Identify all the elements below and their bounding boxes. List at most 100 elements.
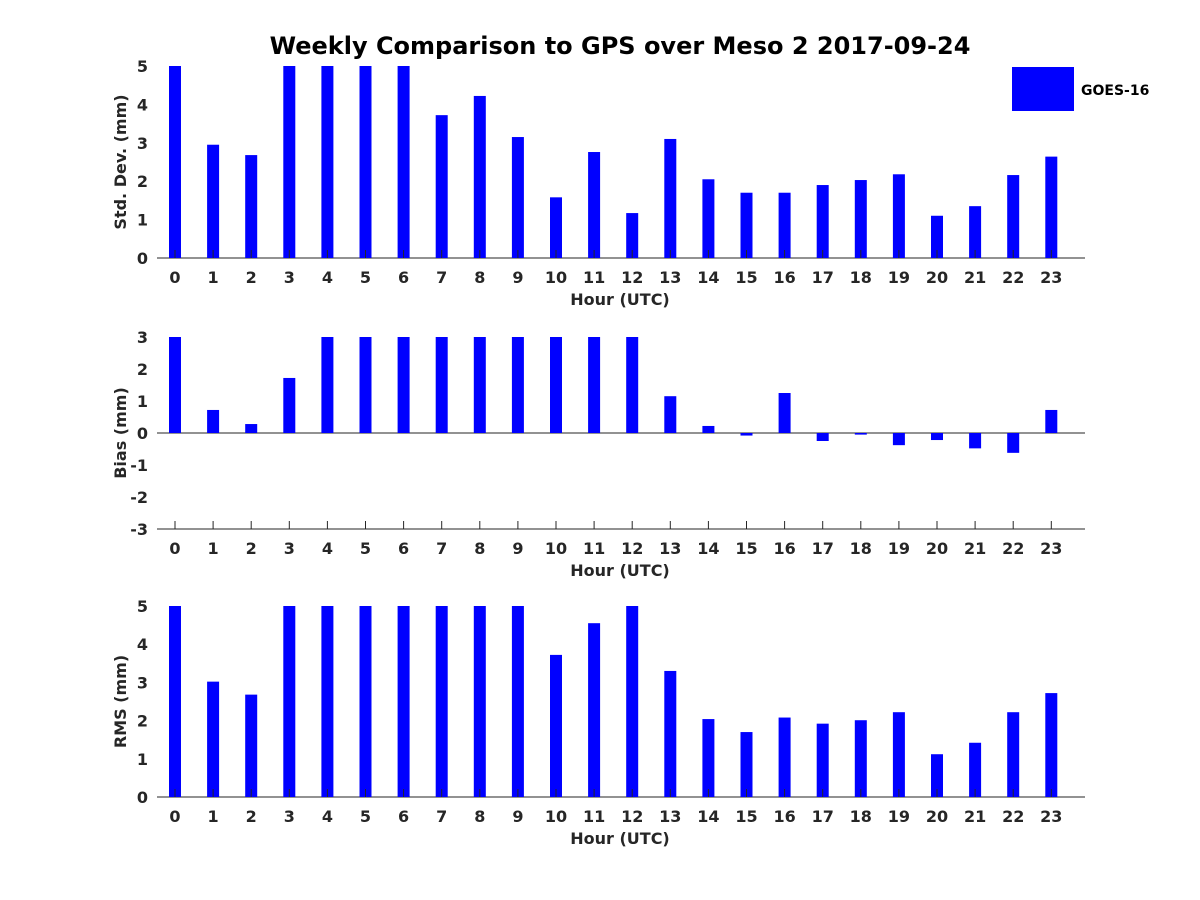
y-tick-label: 1 <box>137 392 148 411</box>
x-tick-label: 20 <box>926 539 948 558</box>
bar <box>207 681 220 797</box>
bar <box>740 192 753 258</box>
legend: GOES-16 <box>1012 67 1149 111</box>
x-tick-label: 21 <box>964 807 986 826</box>
bar <box>473 95 486 259</box>
bar <box>969 742 982 797</box>
panel-2: 0 1 2 3 4 5 6 7 8 9 10 11 12 13 14 15 16 17 18 19 20 21 22 23-3… <box>111 328 1085 580</box>
bar <box>892 433 905 446</box>
x-tick-label: 13 <box>659 539 681 558</box>
y-tick-label: -1 <box>130 456 148 475</box>
bar <box>854 720 867 797</box>
x-axis-label: Hour (UTC) <box>570 829 670 848</box>
bar <box>931 754 943 797</box>
bar <box>588 337 601 433</box>
bar <box>740 732 753 797</box>
bar <box>778 192 791 258</box>
x-tick-label: 7 <box>436 539 447 558</box>
y-tick-label: 2 <box>137 712 148 731</box>
x-tick-label: 11 <box>583 807 605 826</box>
x-tick-label: 7 <box>436 807 447 826</box>
y-tick-label: 3 <box>137 134 148 153</box>
bar <box>854 433 867 435</box>
x-tick-label: 9 <box>512 807 523 826</box>
bar <box>892 712 905 797</box>
bar <box>702 719 715 797</box>
x-tick-label: 15 <box>735 807 757 826</box>
legend-swatch <box>1012 67 1074 111</box>
y-tick-label: 5 <box>137 57 148 76</box>
x-tick-label: 22 <box>1002 268 1024 287</box>
x-tick-label: 11 <box>583 539 605 558</box>
bar <box>550 654 562 797</box>
x-tick-label: 21 <box>964 539 986 558</box>
x-tick-label: 4 <box>322 539 333 558</box>
bar <box>664 670 677 797</box>
x-tick-label: 19 <box>888 539 910 558</box>
bar <box>816 433 829 441</box>
x-tick-label: 8 <box>474 539 485 558</box>
bar <box>892 174 905 258</box>
bar <box>321 66 334 258</box>
x-tick-label: 8 <box>474 268 485 287</box>
x-tick-label: 0 <box>169 268 180 287</box>
y-tick-label: 3 <box>137 673 148 692</box>
bar <box>1045 693 1058 797</box>
bar <box>511 606 524 797</box>
bar <box>359 337 372 433</box>
y-tick-label: 3 <box>137 328 148 347</box>
x-tick-label: 10 <box>545 807 567 826</box>
x-tick-label: 12 <box>621 268 643 287</box>
x-tick-label: 13 <box>659 268 681 287</box>
bar <box>969 433 982 449</box>
bar <box>816 185 829 258</box>
x-tick-label: 5 <box>360 268 371 287</box>
chart-title: Weekly Comparison to GPS over Meso 2 201… <box>270 32 971 60</box>
bar <box>1045 156 1058 258</box>
x-tick-label: 15 <box>735 539 757 558</box>
bar <box>435 115 448 258</box>
x-tick-label: 2 <box>246 268 257 287</box>
y-tick-label: 4 <box>137 95 148 114</box>
y-tick-label: 5 <box>137 597 148 616</box>
x-tick-label: 20 <box>926 807 948 826</box>
y-tick-label: -3 <box>130 520 148 539</box>
bar <box>702 425 715 433</box>
y-axis-label: Bias (mm) <box>111 387 130 479</box>
x-tick-label: 0 <box>169 807 180 826</box>
bar <box>969 206 982 258</box>
bar <box>321 337 334 433</box>
bar <box>397 337 410 433</box>
x-axis-label: Hour (UTC) <box>570 290 670 309</box>
x-tick-label: 1 <box>208 539 219 558</box>
x-tick-label: 4 <box>322 807 333 826</box>
x-axis-label: Hour (UTC) <box>570 561 670 580</box>
bar <box>664 138 677 258</box>
bar <box>550 337 562 433</box>
bar <box>588 152 601 258</box>
x-tick-label: 16 <box>773 539 795 558</box>
x-tick-label: 17 <box>812 807 834 826</box>
bar <box>435 337 448 433</box>
bar <box>511 337 524 433</box>
x-tick-label: 22 <box>1002 539 1024 558</box>
y-tick-label: 2 <box>137 360 148 379</box>
bar <box>169 606 181 797</box>
x-tick-label: 16 <box>773 807 795 826</box>
bar <box>626 213 639 258</box>
x-tick-label: 23 <box>1040 268 1062 287</box>
x-tick-label: 12 <box>621 807 643 826</box>
bar <box>778 393 791 433</box>
x-tick-label: 4 <box>322 268 333 287</box>
x-tick-label: 16 <box>773 268 795 287</box>
bar <box>931 433 943 441</box>
bar <box>511 137 524 258</box>
x-tick-label: 19 <box>888 268 910 287</box>
bar <box>169 337 181 433</box>
bar <box>778 717 791 797</box>
bar <box>283 66 296 258</box>
x-tick-label: 18 <box>850 539 872 558</box>
x-tick-label: 9 <box>512 268 523 287</box>
